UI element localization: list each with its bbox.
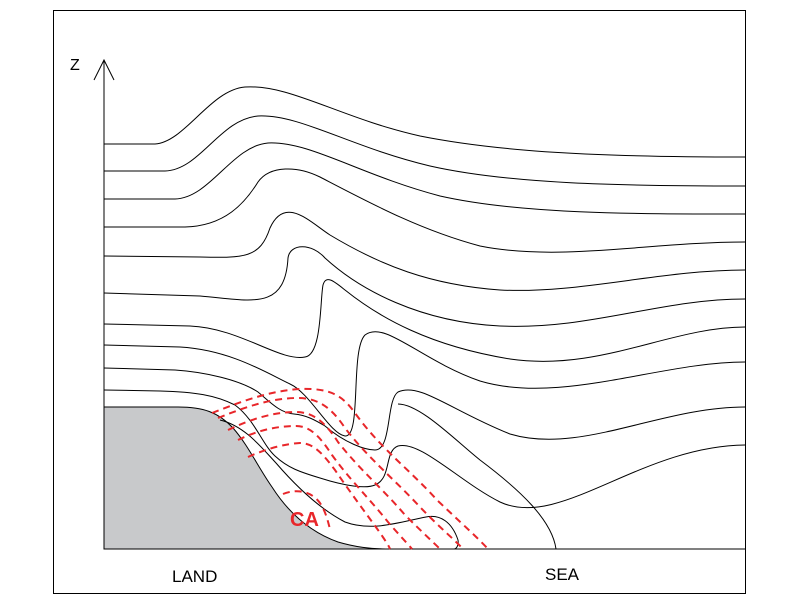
contour-line (103, 367, 746, 451)
sea-label: SEA (545, 565, 580, 584)
contour-line (103, 211, 746, 291)
dashed-contour (227, 410, 441, 550)
ca-label: CA (290, 509, 319, 531)
dashed-contour (217, 396, 464, 550)
z-axis (93, 58, 115, 549)
dashed-contour (237, 424, 413, 550)
z-axis-label: Z (70, 57, 80, 74)
land-mass (103, 406, 391, 550)
contour-line (397, 403, 557, 550)
dashed-contour (211, 387, 489, 550)
dashed-contour (247, 441, 391, 550)
contour-line (104, 168, 746, 253)
contour-line (103, 389, 746, 509)
dashed-contour (282, 490, 331, 530)
contour-line (103, 279, 746, 362)
contour-line (103, 246, 746, 327)
land-label: LAND (172, 567, 217, 586)
contour-line (104, 115, 746, 187)
contour-line (104, 142, 746, 215)
dashed-contours (211, 387, 489, 550)
contour-line (103, 331, 746, 437)
contour-line (219, 419, 459, 550)
outer-frame (53, 10, 746, 594)
contour-lines (103, 86, 746, 550)
contour-line (104, 86, 746, 158)
